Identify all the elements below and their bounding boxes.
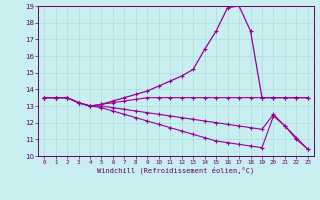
X-axis label: Windchill (Refroidissement éolien,°C): Windchill (Refroidissement éolien,°C) [97, 167, 255, 174]
